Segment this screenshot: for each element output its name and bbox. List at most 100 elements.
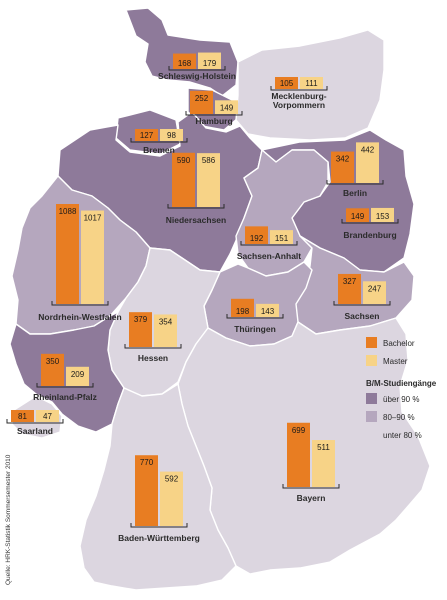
baseline-saarland <box>6 419 64 424</box>
bar-bachelor-niedersachsen <box>172 152 195 207</box>
state-label-bayern: Bayern <box>297 493 326 503</box>
value-bachelor-hessen: 379 <box>134 315 148 324</box>
baseline-niedersachsen <box>167 204 225 209</box>
baseline-thueringen <box>226 314 284 319</box>
state-label-rheinland-pfalz: Rheinland-Pfalz <box>33 392 97 402</box>
state-label-schleswig-holstein: Schleswig-Holstein <box>158 71 236 81</box>
state-label-mecklenburg-vorpommern-line2: Vorpommern <box>273 100 325 110</box>
value-master-rheinland-pfalz: 209 <box>71 370 85 379</box>
legend-swatch-master <box>366 355 377 366</box>
baseline-berlin <box>326 180 384 185</box>
state-label-saarland: Saarland <box>17 426 53 436</box>
baseline-hessen <box>124 344 182 349</box>
legend-swatch-80-90 <box>366 411 377 422</box>
value-bachelor-thueringen: 198 <box>236 307 250 316</box>
bar-master-baden-wuerttemberg <box>160 471 183 526</box>
legend: Bachelor Master B/M-Studiengänge über 90… <box>366 337 437 440</box>
bar-bachelor-schleswig-holstein <box>173 53 196 69</box>
baseline-sachsen-anhalt <box>240 241 298 246</box>
value-bachelor-sachsen-anhalt: 192 <box>250 234 264 243</box>
legend-swatch-over-90 <box>366 393 377 404</box>
value-bachelor-brandenburg: 149 <box>351 212 365 221</box>
source-note: Quelle: HRK-Statistik Sommersemester 201… <box>5 454 12 585</box>
legend-label-over-90: über 90 % <box>383 395 419 404</box>
value-bachelor-sachsen: 327 <box>343 277 357 286</box>
value-master-mecklenburg-vorpommern: 111 <box>305 79 318 88</box>
legend-label-master: Master <box>383 357 408 366</box>
value-bachelor-mecklenburg-vorpommern: 105 <box>280 79 294 88</box>
bar-master-bayern <box>312 440 335 487</box>
value-bachelor-hamburg: 252 <box>195 94 209 103</box>
bar-master-berlin <box>356 142 379 183</box>
legend-swatch-bachelor <box>366 337 377 348</box>
state-label-baden-wuerttemberg: Baden-Württemberg <box>118 533 200 543</box>
legend-swatch-under-80 <box>366 429 377 440</box>
value-master-bayern: 511 <box>317 443 330 452</box>
baseline-schleswig-holstein <box>168 66 226 71</box>
bar-bachelor-hessen <box>129 312 152 347</box>
value-master-nordrhein-westfalen: 1017 <box>84 214 102 223</box>
state-label-berlin: Berlin <box>343 188 367 198</box>
value-bachelor-berlin: 342 <box>336 155 350 164</box>
bar-master-rheinland-pfalz <box>66 366 89 386</box>
baseline-rheinland-pfalz <box>36 383 94 388</box>
value-bachelor-rheinland-pfalz: 350 <box>46 357 60 366</box>
bar-bachelor-brandenburg <box>346 208 369 222</box>
state-shape-schleswig-holstein <box>125 7 239 97</box>
bar-bachelor-saarland <box>11 410 34 422</box>
state-label-nordrhein-westfalen: Nordrhein-Westfalen <box>38 312 121 322</box>
state-label-brandenburg: Brandenburg <box>343 230 396 240</box>
state-label-bremen: Bremen <box>143 145 175 155</box>
bar-bachelor-baden-wuerttemberg <box>135 455 158 526</box>
value-bachelor-saarland: 81 <box>18 412 27 421</box>
value-master-sachsen: 247 <box>368 284 382 293</box>
legend-label-bachelor: Bachelor <box>383 339 415 348</box>
value-bachelor-bremen: 127 <box>140 131 154 140</box>
value-master-niedersachsen: 586 <box>202 156 216 165</box>
bar-bachelor-thueringen <box>231 298 254 317</box>
baseline-brandenburg <box>341 219 399 224</box>
value-master-hamburg: 149 <box>220 103 234 112</box>
bar-master-sachsen <box>363 281 386 304</box>
bar-bachelor-bayern <box>287 422 310 487</box>
value-bachelor-nordrhein-westfalen: 1088 <box>59 207 77 216</box>
bar-bachelor-sachsen-anhalt <box>245 226 268 244</box>
bar-bachelor-hamburg <box>190 90 213 114</box>
bar-master-brandenburg <box>371 207 394 222</box>
baseline-bremen <box>130 138 188 143</box>
bar-master-mecklenburg-vorpommern <box>300 77 323 89</box>
value-master-berlin: 442 <box>361 145 375 154</box>
value-master-saarland: 47 <box>43 412 52 421</box>
state-charts: 168 179 Schleswig-Holstein 252 149 Hamburg 105… <box>6 52 399 543</box>
baseline-bayern <box>282 484 340 489</box>
bar-master-niedersachsen <box>197 153 220 207</box>
value-master-schleswig-holstein: 179 <box>203 59 217 68</box>
bar-bachelor-berlin <box>331 151 354 183</box>
bar-master-hessen <box>154 314 177 347</box>
state-label-sachsen-anhalt: Sachsen-Anhalt <box>237 251 301 261</box>
value-master-hessen: 354 <box>159 317 173 326</box>
baseline-nordrhein-westfalen <box>51 301 109 306</box>
value-master-thueringen: 143 <box>261 307 275 316</box>
state-label-sachsen: Sachsen <box>345 311 380 321</box>
bar-master-hamburg <box>215 100 238 114</box>
bar-bachelor-sachsen <box>338 273 361 304</box>
bar-bachelor-nordrhein-westfalen <box>56 204 79 304</box>
bar-master-thueringen <box>256 303 279 317</box>
bar-master-bremen <box>160 129 183 141</box>
baseline-mecklenburg-vorpommern <box>270 86 328 91</box>
value-bachelor-schleswig-holstein: 168 <box>178 59 192 68</box>
value-bachelor-baden-wuerttemberg: 770 <box>140 458 154 467</box>
baseline-baden-wuerttemberg <box>130 523 188 528</box>
legend-heading: B/M-Studiengänge <box>366 379 437 388</box>
state-label-hamburg: Hamburg <box>195 116 232 126</box>
value-master-brandenburg: 153 <box>376 212 390 221</box>
value-bachelor-bayern: 699 <box>292 426 306 435</box>
bar-bachelor-rheinland-pfalz <box>41 353 64 386</box>
bar-bachelor-bremen <box>135 129 158 141</box>
legend-label-under-80: unter 80 % <box>383 431 422 440</box>
value-master-bremen: 98 <box>167 131 176 140</box>
baseline-sachsen <box>333 301 391 306</box>
baseline-hamburg <box>185 111 243 116</box>
